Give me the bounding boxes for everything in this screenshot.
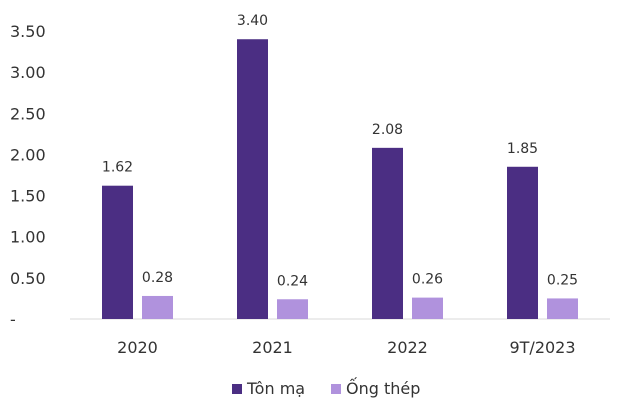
bar-ton-ma-3 (507, 166, 538, 319)
bar-ong-thep-1 (277, 299, 308, 319)
y-tick-label: 2.50 (10, 104, 46, 123)
x-tick-label: 2021 (252, 338, 293, 357)
y-axis: - 0.50 1.00 1.50 2.00 2.50 3.00 3.50 (10, 22, 46, 329)
data-label: 2.08 (372, 122, 403, 138)
legend-label-1: Ống thép (346, 377, 420, 398)
bar-ong-thep-2 (412, 297, 443, 319)
x-tick-label: 2020 (117, 338, 158, 357)
y-tick-label: 3.50 (10, 22, 46, 41)
bar-ong-thep-3 (547, 298, 578, 319)
data-label: 3.40 (237, 13, 268, 29)
data-label: 1.62 (102, 160, 133, 176)
x-tick-label: 2022 (387, 338, 428, 357)
legend-swatch-1 (331, 384, 341, 394)
legend-label-0: Tôn mạ (246, 379, 305, 398)
data-label: 0.28 (142, 270, 173, 286)
bar-ton-ma-1 (237, 39, 268, 319)
data-labels: 1.62 0.28 3.40 0.24 2.08 0.26 1.85 0.25 (102, 13, 578, 289)
data-label: 0.26 (412, 272, 443, 288)
legend-swatch-0 (232, 384, 242, 394)
x-tick-label: 9T/2023 (509, 338, 575, 357)
bar-ton-ma-0 (102, 185, 133, 319)
y-tick-label: 0.50 (10, 269, 46, 288)
y-tick-label: 1.00 (10, 228, 46, 247)
data-label: 0.24 (277, 273, 308, 289)
category-labels: 2020 2021 2022 9T/2023 (117, 338, 575, 357)
y-tick-label: 3.00 (10, 63, 46, 82)
bar-ong-thep-0 (142, 295, 173, 319)
data-label: 0.25 (547, 272, 578, 288)
y-tick-label: 2.00 (10, 145, 46, 164)
data-label: 1.85 (507, 141, 538, 157)
bar-ton-ma-2 (372, 147, 403, 319)
y-tick-label: 1.50 (10, 187, 46, 206)
y-tick-label: - (10, 310, 16, 329)
legend: Tôn mạ Ống thép (232, 377, 420, 398)
bars (102, 39, 578, 319)
